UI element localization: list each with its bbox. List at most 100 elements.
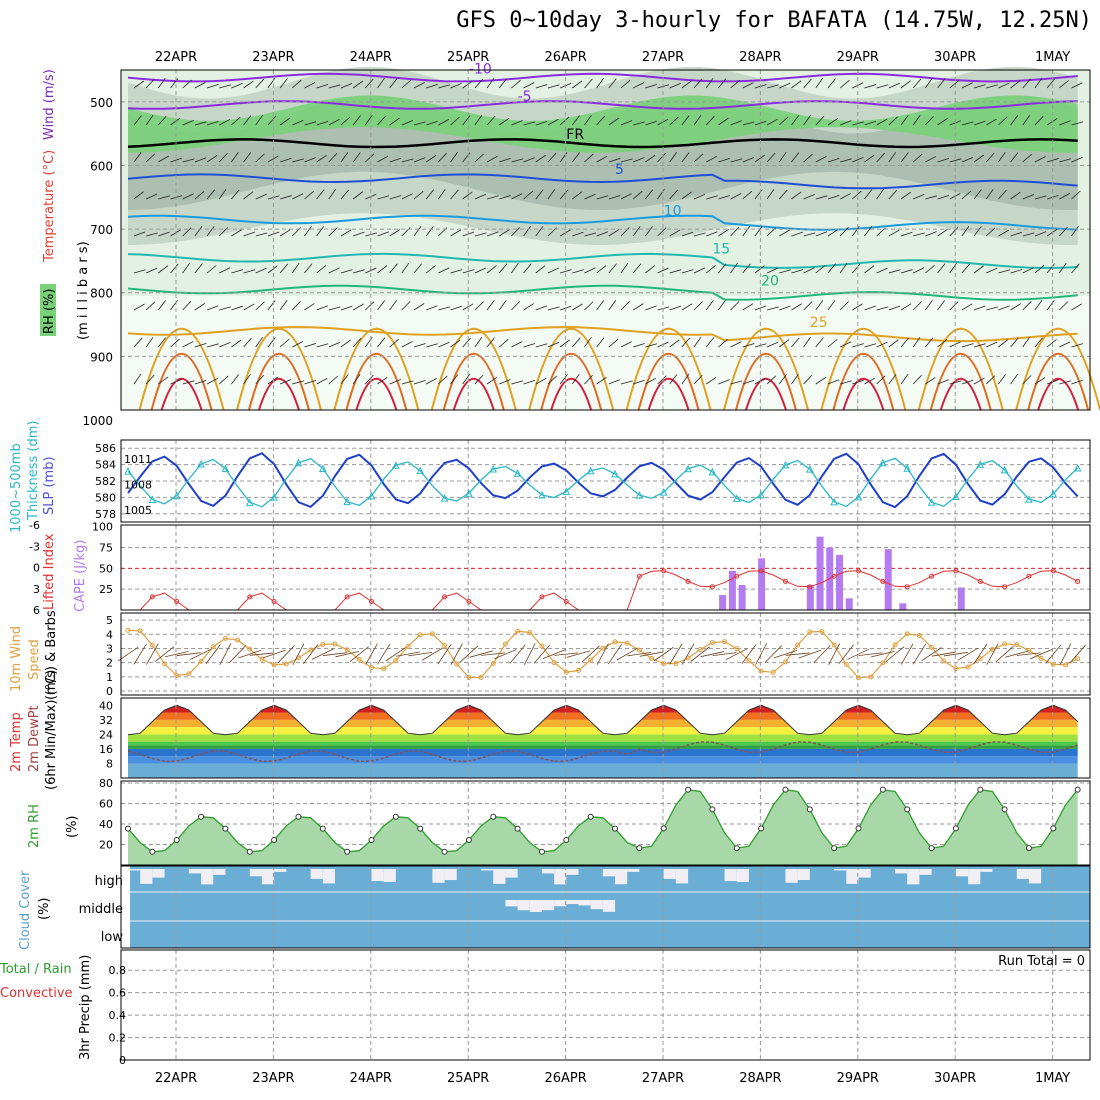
wind-barb-10m bbox=[669, 643, 683, 665]
wind-barb bbox=[888, 82, 900, 89]
rh2m-frame bbox=[120, 780, 1091, 866]
wind-speed-marker bbox=[259, 656, 265, 662]
wind-barb bbox=[267, 155, 279, 163]
wind-barb bbox=[474, 336, 483, 348]
wind-barb bbox=[365, 374, 374, 385]
lifted-index-marker bbox=[1050, 568, 1056, 574]
lifted-index-marker bbox=[1002, 584, 1008, 590]
wind-barb-10m bbox=[219, 643, 232, 665]
wind-barb bbox=[133, 80, 145, 89]
wind-speed-marker bbox=[1062, 662, 1068, 668]
wind-barb bbox=[474, 153, 485, 163]
temp-contour-label: 20 bbox=[761, 274, 779, 290]
boundary-layer-contour bbox=[832, 352, 895, 411]
wind-speed-marker bbox=[490, 660, 496, 666]
temp-axis-title-a: 2m Temp bbox=[9, 712, 24, 772]
wind-barb bbox=[998, 305, 1010, 311]
wind-barb bbox=[645, 226, 653, 237]
wind-barb bbox=[158, 265, 169, 274]
wind-barb bbox=[316, 189, 325, 200]
wind-barb bbox=[973, 189, 982, 200]
wind-barb bbox=[596, 77, 604, 89]
wind-barb bbox=[218, 375, 229, 385]
wind-barb-10m bbox=[725, 648, 748, 660]
wind-speed-marker bbox=[856, 675, 861, 681]
temp-band bbox=[128, 719, 1078, 728]
middle-cloud-gap bbox=[541, 900, 555, 911]
temp-contour-line bbox=[127, 72, 1078, 83]
wind-barb bbox=[413, 121, 426, 126]
wind-barb bbox=[170, 117, 181, 126]
wind-speed-marker bbox=[344, 647, 350, 653]
wind-barb bbox=[340, 189, 350, 200]
high-cloud-gap bbox=[371, 869, 384, 882]
wind-speed-marker bbox=[393, 657, 399, 663]
rh-marker bbox=[904, 806, 911, 813]
wind-barb bbox=[219, 306, 231, 311]
lifted-axis-title: Lifted Index bbox=[42, 533, 57, 610]
wind-barb bbox=[973, 265, 984, 274]
lifted-index-marker bbox=[856, 568, 861, 574]
wind-barb bbox=[426, 84, 438, 89]
thickness-marker bbox=[635, 491, 644, 499]
wind-barb bbox=[499, 157, 511, 163]
wind-barb bbox=[450, 374, 459, 385]
wind-barb bbox=[839, 227, 849, 237]
wind-barb-10m bbox=[365, 643, 378, 665]
wind10m-axis-title-c: (m/s) & Barbs bbox=[44, 610, 59, 700]
wind-barb bbox=[742, 157, 755, 163]
wind-barb bbox=[255, 193, 267, 200]
rh-marker bbox=[1025, 845, 1032, 852]
wind-speed-marker bbox=[989, 646, 995, 652]
thickness-tick-label: 578 bbox=[95, 508, 116, 521]
high-cloud-gap bbox=[310, 869, 323, 879]
temp-band bbox=[128, 748, 1078, 757]
wind-barb bbox=[840, 120, 852, 126]
wind-barb bbox=[900, 191, 912, 200]
wind-barb bbox=[279, 263, 289, 274]
wind-barb-10m bbox=[828, 643, 840, 665]
thickness-marker bbox=[367, 491, 376, 500]
wind-barb bbox=[389, 117, 400, 126]
thickness-marker bbox=[854, 492, 863, 501]
wind-barb bbox=[912, 115, 921, 126]
wind-barb bbox=[973, 305, 986, 311]
wind-barb bbox=[426, 343, 438, 348]
wind-barb bbox=[438, 188, 446, 200]
wind-barb bbox=[633, 157, 645, 163]
wind-barb bbox=[961, 157, 974, 163]
wind-barb bbox=[998, 116, 1008, 126]
wind-barb bbox=[292, 380, 304, 385]
wind-barb bbox=[523, 82, 535, 89]
wind-barb-10m bbox=[813, 645, 831, 664]
wind-barb-10m bbox=[146, 643, 159, 665]
rh-marker bbox=[733, 845, 740, 852]
wind-barb-10m bbox=[681, 643, 695, 665]
rh-marker bbox=[758, 825, 765, 832]
wind-barb bbox=[511, 120, 523, 126]
wind-barb bbox=[864, 84, 877, 89]
wind-barb bbox=[231, 116, 241, 126]
thickness-marker bbox=[221, 464, 230, 473]
wind-barb bbox=[827, 300, 836, 311]
wind-barb bbox=[791, 303, 802, 311]
wind-barb bbox=[328, 152, 338, 163]
wind-barb bbox=[766, 375, 777, 385]
slp-panel bbox=[121, 440, 1090, 522]
wind-barb bbox=[608, 300, 617, 311]
wind-barb bbox=[949, 301, 959, 311]
wind-speed-marker bbox=[332, 641, 338, 647]
slp-axis-title: SLP (mb) bbox=[42, 456, 57, 515]
cape-frame bbox=[120, 524, 1091, 611]
top-day-label: 23APR bbox=[252, 50, 294, 65]
lifted-index-marker bbox=[174, 598, 180, 604]
wind-barb-10m bbox=[885, 646, 905, 663]
wind-barb bbox=[243, 337, 252, 348]
wind-barb bbox=[742, 226, 751, 237]
wind-barb bbox=[572, 269, 584, 274]
wind-barb bbox=[571, 115, 580, 126]
wind-barb bbox=[779, 269, 791, 274]
wind-speed-marker bbox=[575, 667, 581, 673]
wind-barb-10m bbox=[249, 652, 274, 656]
thickness-marker bbox=[757, 490, 765, 499]
